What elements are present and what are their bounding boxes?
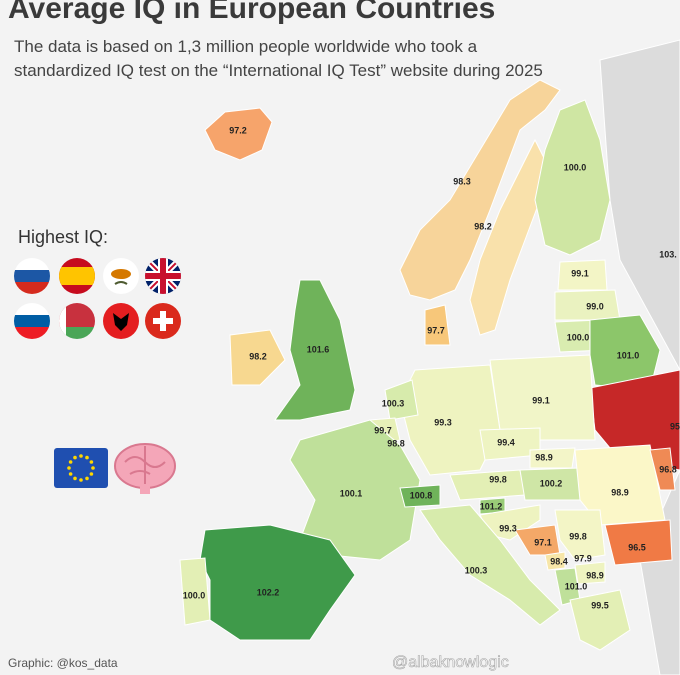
region-value: 102.2 — [257, 587, 280, 597]
flag — [103, 303, 139, 339]
region-value: 99.4 — [497, 437, 515, 447]
region-value: 100.3 — [465, 565, 488, 575]
star — [91, 466, 95, 470]
region-value: 99.1 — [571, 268, 589, 278]
star — [68, 460, 73, 464]
credit: Graphic: @kos_data — [8, 656, 118, 670]
region-value: 100.2 — [540, 478, 563, 488]
flag — [14, 258, 50, 294]
region-value: 99.5 — [591, 600, 609, 610]
region-value: 98.9 — [611, 487, 629, 497]
region-value: 101.6 — [307, 344, 330, 354]
country — [534, 99, 611, 256]
region-value: 98.9 — [586, 570, 604, 580]
region-value: 99.0 — [586, 301, 604, 311]
region-value: 100.8 — [410, 490, 433, 500]
region-value: 101.0 — [617, 350, 640, 360]
region-value: 98.4 — [550, 556, 568, 566]
country — [229, 329, 286, 386]
country — [424, 304, 451, 346]
star — [85, 476, 89, 481]
region-value: 98.3 — [453, 176, 471, 186]
country — [419, 504, 561, 626]
region-value: 100.0 — [183, 590, 206, 600]
region-value: 97.2 — [229, 125, 247, 135]
flag — [145, 258, 181, 294]
region-value: 103. — [659, 249, 677, 259]
countries — [179, 39, 680, 675]
title: Average IQ in European Countries — [8, 0, 495, 25]
region-value: 96.8 — [659, 464, 677, 474]
region-value: 97.7 — [427, 325, 445, 335]
region-value: 99.8 — [489, 474, 507, 484]
country — [384, 379, 419, 421]
country — [274, 279, 356, 421]
country — [399, 484, 441, 508]
star — [89, 460, 94, 464]
country — [204, 107, 273, 161]
eu-flag — [54, 448, 108, 488]
region-value: 98.2 — [474, 221, 492, 231]
region-value: 99.3 — [434, 417, 452, 427]
star — [89, 472, 94, 476]
brain-icon — [114, 443, 176, 494]
flag — [145, 303, 181, 339]
country — [289, 419, 421, 561]
region-value: 100.3 — [382, 398, 405, 408]
star — [73, 476, 77, 481]
country — [604, 519, 673, 566]
region-value: 100.0 — [564, 162, 587, 172]
region-value: 96.5 — [628, 542, 646, 552]
region-value: 98.2 — [249, 351, 267, 361]
region-value: 100.0 — [567, 332, 590, 342]
region-value: 100.1 — [340, 488, 363, 498]
subtitle: standardized IQ test on the “Internation… — [14, 61, 543, 80]
legend-label: Highest IQ: — [18, 227, 108, 247]
flag — [59, 303, 95, 339]
star — [79, 454, 83, 458]
region-value: 98.8 — [387, 438, 405, 448]
flag — [14, 303, 50, 339]
country — [569, 589, 631, 651]
star — [85, 455, 89, 460]
region-value: 95 — [670, 421, 680, 431]
region-value: 99.7 — [374, 425, 392, 435]
region-value: 101.2 — [480, 501, 503, 511]
country — [179, 557, 211, 626]
country — [544, 551, 566, 571]
star — [79, 478, 83, 482]
star — [68, 472, 73, 476]
star — [73, 455, 77, 460]
region-value: 99.3 — [499, 523, 517, 533]
country — [649, 447, 676, 491]
star — [67, 466, 71, 470]
region-value: 98.9 — [535, 452, 553, 462]
country — [399, 79, 561, 301]
country — [449, 469, 526, 501]
flag — [59, 258, 95, 294]
region-value: 97.1 — [534, 537, 552, 547]
country — [554, 509, 606, 561]
watermark: @albaknowlogic — [392, 654, 509, 671]
value-labels: 97.2 100.0 98.3 98.2 103. 99.1 99.0 97.7 100.0 10… — [183, 125, 680, 610]
region-value: 99.1 — [532, 395, 550, 405]
region-value: 97.9 — [574, 553, 592, 563]
region-value: 99.8 — [569, 531, 587, 541]
subtitle: The data is based on 1,3 million people … — [14, 37, 478, 56]
region-value: 101.0 — [565, 581, 588, 591]
flag — [103, 258, 139, 294]
